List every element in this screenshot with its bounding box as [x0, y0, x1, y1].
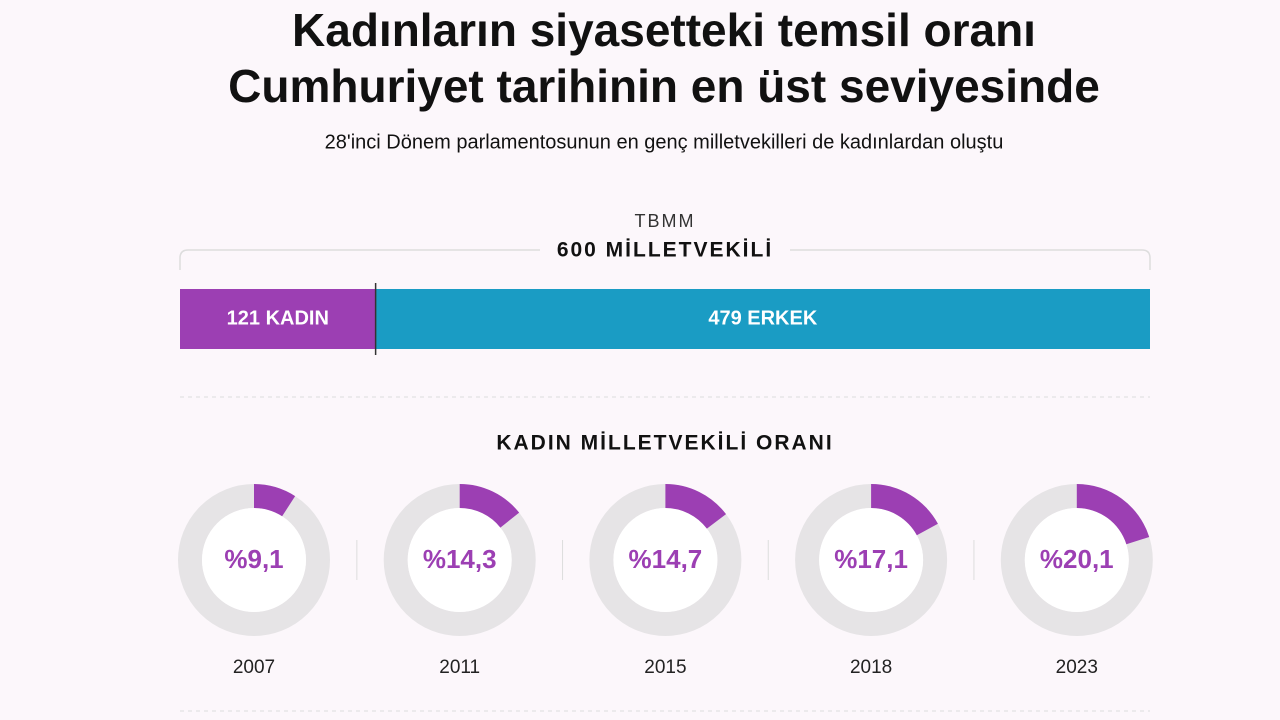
donut-title: KADIN MİLLETVEKİLİ ORANI [496, 432, 833, 455]
donut-arc [871, 483, 938, 536]
donut-hole [407, 508, 512, 612]
donut-label: %20,1 [1040, 544, 1114, 574]
donut-hole [1024, 508, 1129, 612]
bar-segment [180, 289, 376, 349]
bar-subtitle: 600 MİLLETVEKİLİ [557, 239, 773, 262]
donut-hole [202, 508, 306, 612]
donut-arc [1076, 484, 1150, 545]
donut-hole [819, 508, 924, 612]
title-line: Cumhuriyet tarihinin en üst seviyesinde [228, 60, 1100, 112]
donut-label: %9,1 [224, 544, 283, 574]
donut-label: %17,1 [834, 544, 908, 574]
donut-hole [613, 508, 718, 612]
title-line: Kadınların siyasetteki temsil oranı [292, 4, 1036, 56]
donut-arc [254, 484, 296, 517]
year-label: 2007 [233, 657, 275, 678]
year-label: 2011 [439, 657, 480, 678]
bar-title: TBMM [635, 211, 696, 231]
donut-arc [459, 484, 520, 528]
donut-label: %14,3 [423, 544, 497, 574]
bar-segment [375, 289, 1150, 349]
segment-label: 479 ERKEK [708, 307, 817, 329]
year-label: 2018 [850, 657, 892, 678]
subtitle: 28'inci Dönem parlamentosunun en genç mi… [325, 131, 1004, 153]
year-label: 2015 [644, 657, 686, 678]
segment-label: 121 KADIN [227, 307, 329, 329]
year-label: 2023 [1056, 657, 1098, 678]
bracket [179, 249, 1151, 270]
donut-label: %14,7 [629, 544, 703, 574]
donut-arc [665, 484, 727, 529]
